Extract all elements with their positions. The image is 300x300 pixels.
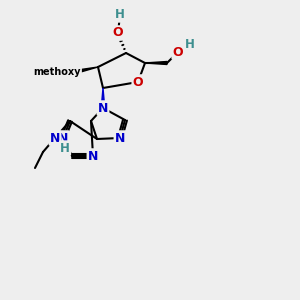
Text: H: H xyxy=(115,8,125,22)
Polygon shape xyxy=(75,67,98,74)
Text: H: H xyxy=(60,142,70,154)
Text: H: H xyxy=(185,38,195,52)
Polygon shape xyxy=(101,88,105,108)
Text: O: O xyxy=(113,26,123,40)
Text: N: N xyxy=(98,101,108,115)
Text: N: N xyxy=(88,149,98,163)
Text: N: N xyxy=(50,131,60,145)
Text: methoxy: methoxy xyxy=(33,67,81,77)
Text: N: N xyxy=(115,131,125,145)
Text: O: O xyxy=(70,65,80,79)
Text: O: O xyxy=(133,76,143,88)
Polygon shape xyxy=(145,61,167,64)
Text: O: O xyxy=(173,46,183,59)
Text: N: N xyxy=(58,131,68,145)
